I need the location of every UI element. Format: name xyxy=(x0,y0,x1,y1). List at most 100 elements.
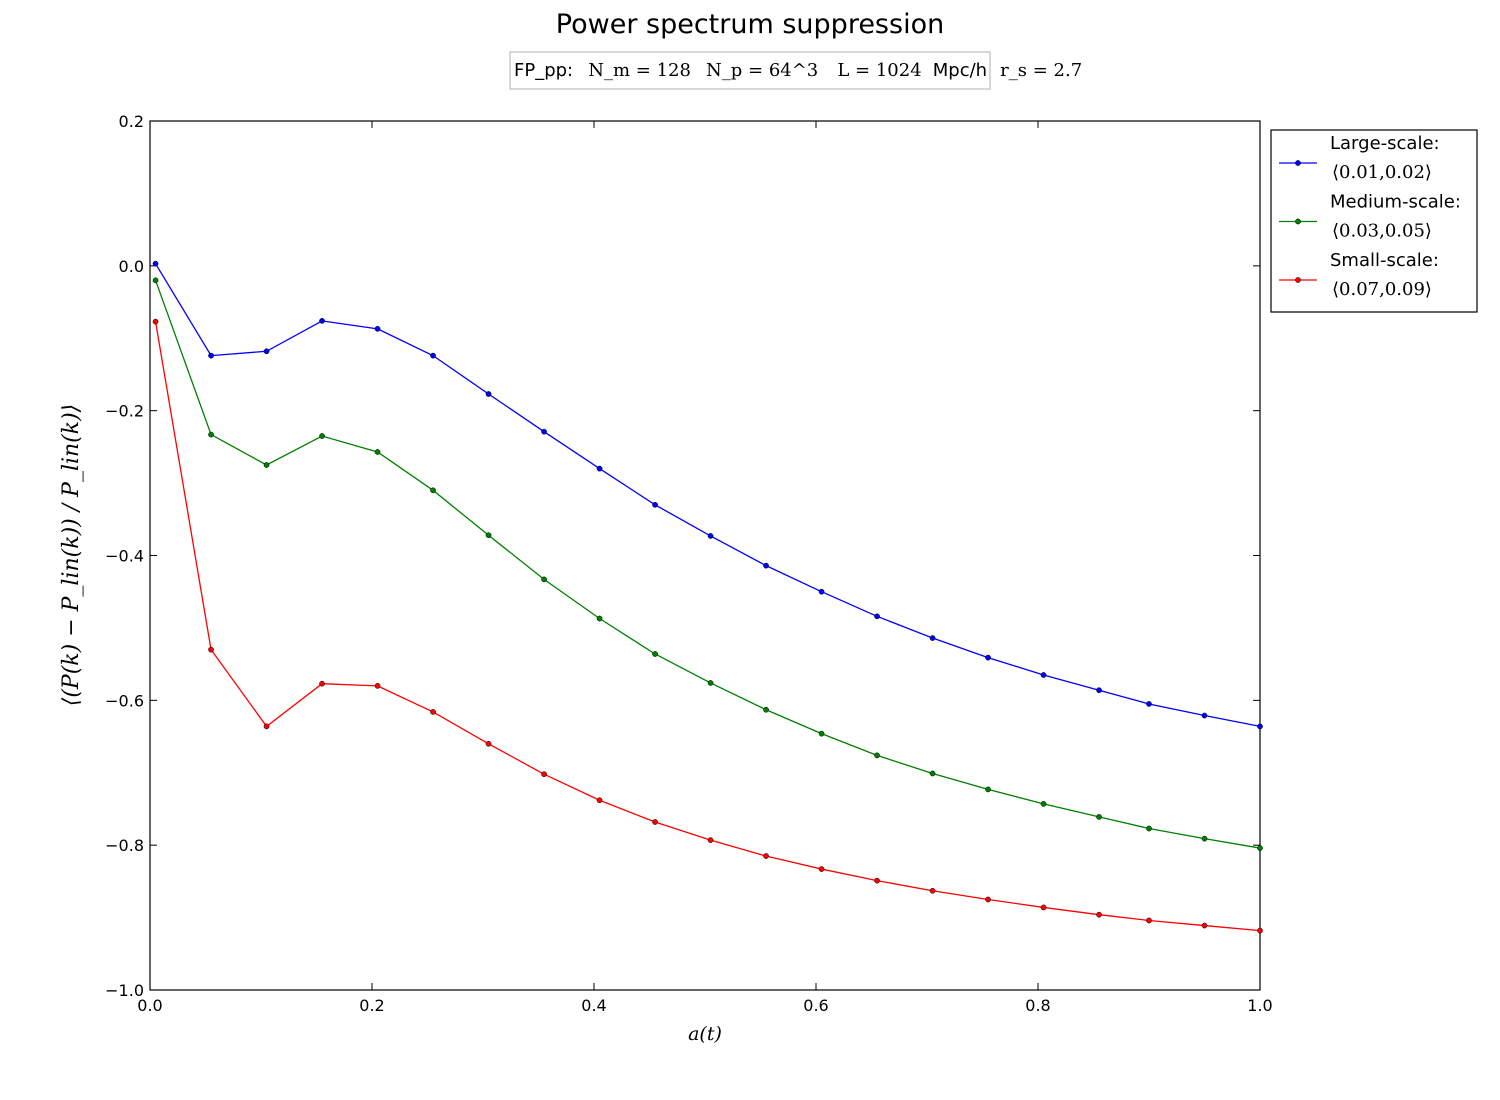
y-tick-label: 0.2 xyxy=(119,112,144,131)
data-point xyxy=(985,896,991,903)
data-point xyxy=(596,615,603,622)
data-point xyxy=(652,651,658,657)
subtitle-l-unit: Mpc/h xyxy=(933,60,987,81)
data-point xyxy=(319,680,325,687)
data-point xyxy=(430,709,436,715)
x-tick-label: 0.2 xyxy=(359,996,384,1015)
data-point xyxy=(763,706,769,713)
data-point xyxy=(152,318,159,325)
data-point xyxy=(874,877,880,884)
x-axis: 0.0 0.2 0.4 0.6 0.8 1.0 xyxy=(137,121,1273,1015)
data-point xyxy=(541,771,547,778)
x-axis-label: a(t) xyxy=(688,1023,722,1045)
data-point xyxy=(1146,825,1152,832)
data-point xyxy=(1096,687,1102,694)
x-tick-label: 0.8 xyxy=(1025,996,1050,1015)
y-tick-label: −1.0 xyxy=(105,981,144,1000)
data-point xyxy=(152,277,159,284)
data-point xyxy=(1040,672,1047,678)
legend-marker xyxy=(1295,218,1301,225)
legend-label: Medium-scale: xyxy=(1330,192,1461,213)
data-point xyxy=(485,740,492,747)
series-2 xyxy=(152,318,1263,934)
data-point xyxy=(985,786,991,793)
data-point xyxy=(1257,723,1263,730)
data-point xyxy=(1096,814,1102,820)
data-point xyxy=(319,433,325,439)
x-tick-label: 0.0 xyxy=(137,996,162,1015)
data-point xyxy=(874,752,880,759)
legend-range: ⟨0.03,0.05⟩ xyxy=(1332,221,1432,242)
x-tick-label: 0.4 xyxy=(581,996,606,1015)
chart-title: Power spectrum suppression xyxy=(556,9,944,40)
legend-label: Large-scale: xyxy=(1330,133,1440,154)
data-point xyxy=(374,325,381,332)
series-1 xyxy=(152,277,1263,851)
data-point xyxy=(707,680,714,686)
data-point xyxy=(541,576,547,583)
data-point xyxy=(1201,712,1208,719)
subtitle-rs: r_s = 2.7 xyxy=(1000,60,1082,81)
legend-marker xyxy=(1295,160,1301,166)
data-point xyxy=(874,613,880,620)
data-point xyxy=(818,588,825,595)
data-point xyxy=(208,352,214,359)
data-point xyxy=(1146,917,1152,924)
subtitle-nm: N_m = 128 xyxy=(588,60,691,81)
data-point xyxy=(707,533,714,539)
data-point xyxy=(929,770,936,777)
legend: Large-scale: ⟨0.01,0.02⟩ Medium-scale: ⟨0.0… xyxy=(1270,129,1478,313)
y-tick-label: −0.6 xyxy=(105,691,144,710)
data-point xyxy=(374,683,381,689)
data-point xyxy=(485,391,492,397)
data-point xyxy=(263,462,270,468)
data-point xyxy=(596,797,603,804)
series-layer xyxy=(152,260,1263,934)
data-point xyxy=(818,866,825,872)
y-tick-label: −0.4 xyxy=(105,547,144,566)
data-point xyxy=(374,449,381,455)
data-point xyxy=(763,562,769,569)
subtitle-l: L = 1024 xyxy=(837,60,921,81)
data-point xyxy=(541,428,547,435)
subtitle: FP_pp: N_m = 128 N_p = 64^3 L = 1024 Mpc… xyxy=(514,60,1082,81)
x-tick-label: 0.6 xyxy=(803,996,828,1015)
subtitle-box: FP_pp: N_m = 128 N_p = 64^3 L = 1024 Mpc… xyxy=(509,51,1082,90)
data-point xyxy=(1040,904,1047,911)
data-point xyxy=(707,837,714,843)
data-point xyxy=(652,501,658,508)
series-0 xyxy=(152,260,1263,730)
y-axis-label: ⟨(P(k) − P_lin(k)) / P_lin(k)⟩ xyxy=(59,404,84,707)
data-point xyxy=(1146,701,1152,707)
x-tick-label: 1.0 xyxy=(1247,996,1272,1015)
data-point xyxy=(1201,922,1208,929)
legend-range: ⟨0.01,0.02⟩ xyxy=(1332,162,1432,183)
legend-range: ⟨0.07,0.09⟩ xyxy=(1332,279,1432,300)
data-point xyxy=(208,646,214,653)
data-point xyxy=(152,260,159,267)
data-point xyxy=(1096,911,1102,918)
y-tick-label: −0.2 xyxy=(105,402,144,421)
data-point xyxy=(763,853,769,859)
data-point xyxy=(652,819,658,825)
legend-marker xyxy=(1295,277,1301,283)
y-tick-label: −0.8 xyxy=(105,836,144,855)
data-point xyxy=(263,348,270,355)
data-point xyxy=(263,723,270,730)
y-axis: 0.2 0.0 −0.2 −0.4 −0.6 −0.8 −1.0 xyxy=(105,112,1260,1000)
data-point xyxy=(818,730,825,737)
data-point xyxy=(1257,927,1263,934)
data-point xyxy=(1201,835,1208,842)
data-point xyxy=(1040,801,1047,807)
data-point xyxy=(430,352,436,359)
data-point xyxy=(1257,845,1263,851)
data-point xyxy=(985,654,991,661)
subtitle-prefix: FP_pp: xyxy=(514,60,573,81)
data-point xyxy=(319,318,325,324)
data-point xyxy=(430,487,436,494)
data-point xyxy=(929,887,936,894)
data-point xyxy=(208,431,214,438)
data-point xyxy=(929,635,936,641)
data-point xyxy=(596,465,603,472)
